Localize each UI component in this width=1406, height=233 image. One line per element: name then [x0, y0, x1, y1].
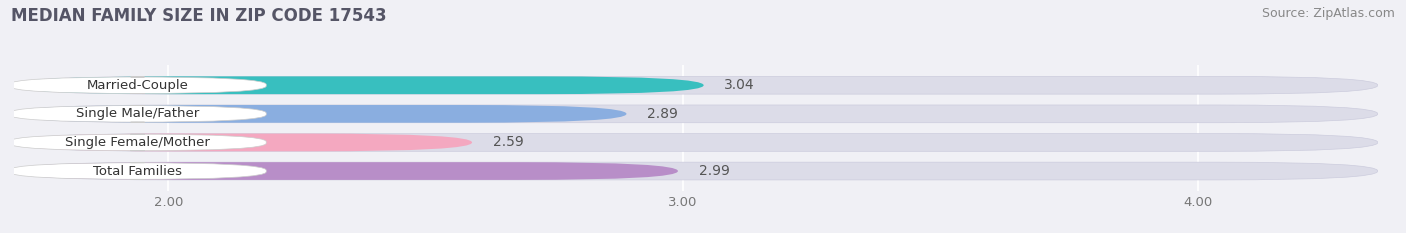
FancyBboxPatch shape [14, 134, 1378, 151]
FancyBboxPatch shape [8, 134, 266, 151]
FancyBboxPatch shape [14, 162, 1378, 180]
Text: 2.99: 2.99 [699, 164, 730, 178]
Text: 2.59: 2.59 [492, 135, 523, 149]
Text: MEDIAN FAMILY SIZE IN ZIP CODE 17543: MEDIAN FAMILY SIZE IN ZIP CODE 17543 [11, 7, 387, 25]
Text: Total Families: Total Families [93, 164, 181, 178]
FancyBboxPatch shape [14, 105, 1378, 123]
Text: Married-Couple: Married-Couple [87, 79, 188, 92]
FancyBboxPatch shape [14, 105, 627, 123]
Text: Single Male/Father: Single Male/Father [76, 107, 200, 120]
FancyBboxPatch shape [8, 163, 266, 179]
FancyBboxPatch shape [8, 106, 266, 122]
FancyBboxPatch shape [14, 76, 703, 94]
Text: Source: ZipAtlas.com: Source: ZipAtlas.com [1261, 7, 1395, 20]
Text: 3.04: 3.04 [724, 78, 755, 92]
Text: Single Female/Mother: Single Female/Mother [65, 136, 209, 149]
Text: 2.89: 2.89 [647, 107, 678, 121]
FancyBboxPatch shape [8, 77, 266, 94]
FancyBboxPatch shape [14, 76, 1378, 94]
FancyBboxPatch shape [14, 162, 678, 180]
FancyBboxPatch shape [14, 134, 472, 151]
